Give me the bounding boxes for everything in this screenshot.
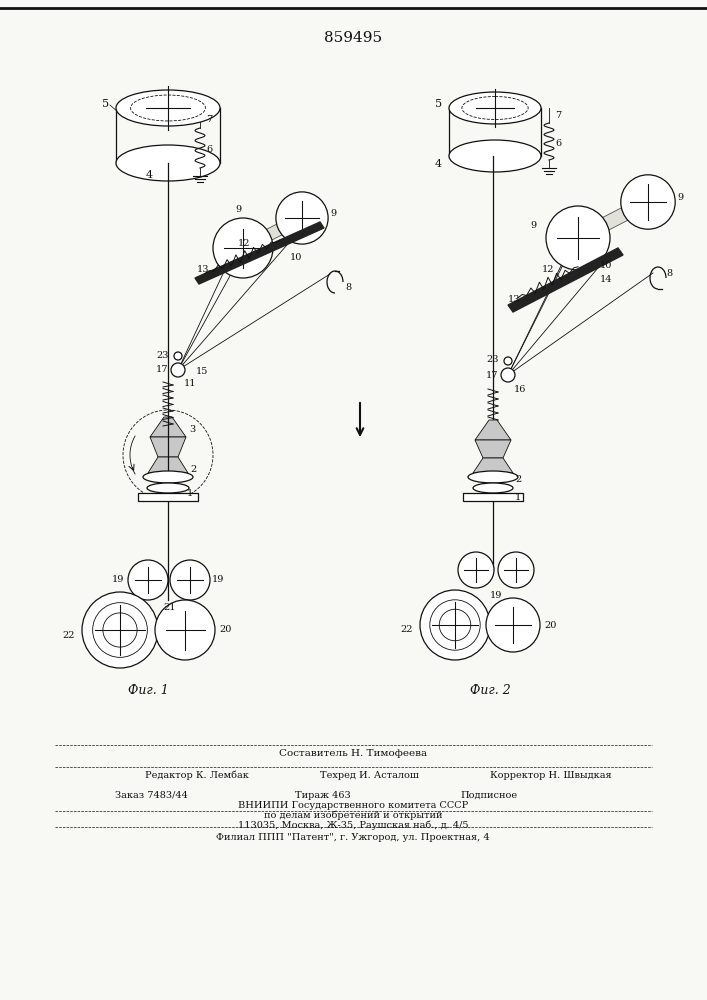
Text: 22: 22 [400, 626, 412, 635]
Text: Тираж 463: Тираж 463 [295, 790, 351, 800]
Polygon shape [150, 437, 186, 457]
Text: 1: 1 [187, 488, 193, 497]
Text: 12: 12 [238, 238, 250, 247]
Text: 14: 14 [600, 275, 612, 284]
Circle shape [546, 206, 610, 270]
Text: 3: 3 [189, 426, 195, 434]
Text: Заказ 7483/44: Заказ 7483/44 [115, 790, 188, 800]
Polygon shape [150, 417, 186, 437]
Polygon shape [575, 196, 651, 244]
Circle shape [501, 368, 515, 382]
Text: Фиг. 1: Фиг. 1 [128, 684, 168, 696]
Text: 17: 17 [156, 365, 168, 374]
Circle shape [82, 592, 158, 668]
Text: 4: 4 [435, 159, 442, 169]
Text: 16: 16 [514, 384, 527, 393]
Text: 23: 23 [156, 351, 168, 360]
Text: 10: 10 [290, 253, 303, 262]
Circle shape [276, 192, 328, 244]
Circle shape [498, 552, 534, 588]
Circle shape [171, 363, 185, 377]
Text: 9: 9 [677, 194, 684, 202]
Text: 15: 15 [196, 367, 209, 376]
Text: 19: 19 [112, 576, 124, 584]
Text: 4: 4 [146, 170, 153, 180]
Text: 12: 12 [542, 265, 554, 274]
Text: Филиал ППП "Патент", г. Ужгород, ул. Проектная, 4: Филиал ППП "Патент", г. Ужгород, ул. Про… [216, 832, 490, 842]
Text: Корректор Н. Швыдкая: Корректор Н. Швыдкая [490, 770, 612, 780]
Text: 10: 10 [600, 260, 612, 269]
Text: 5: 5 [435, 99, 442, 109]
Text: 6: 6 [555, 138, 561, 147]
Bar [138, 493, 198, 501]
Text: Техред И. Асталош: Техред И. Асталош [320, 770, 419, 780]
Text: Подписное: Подписное [460, 790, 517, 800]
Text: 859495: 859495 [324, 31, 382, 45]
Text: 9: 9 [330, 210, 337, 219]
Text: 8: 8 [666, 268, 672, 277]
Text: 11: 11 [184, 379, 197, 388]
Circle shape [458, 552, 494, 588]
Text: 19: 19 [212, 576, 224, 584]
Text: Фиг. 2: Фиг. 2 [469, 684, 510, 696]
Ellipse shape [473, 483, 513, 493]
Circle shape [504, 357, 512, 365]
Text: 1: 1 [515, 492, 521, 502]
Text: 17: 17 [486, 370, 498, 379]
Ellipse shape [468, 471, 518, 483]
Bar [463, 493, 523, 501]
Circle shape [621, 175, 675, 229]
Ellipse shape [147, 483, 189, 493]
Polygon shape [195, 222, 324, 284]
Text: 7: 7 [206, 115, 212, 124]
Circle shape [128, 560, 168, 600]
Circle shape [155, 600, 215, 660]
Ellipse shape [143, 471, 193, 483]
Text: 13: 13 [508, 296, 520, 304]
Polygon shape [508, 248, 623, 312]
Ellipse shape [116, 90, 220, 126]
Text: 5: 5 [102, 99, 109, 109]
Text: ВНИИПИ Государственного комитета СССР: ВНИИПИ Государственного комитета СССР [238, 800, 468, 810]
Text: 2: 2 [515, 476, 521, 485]
Ellipse shape [449, 92, 541, 124]
Circle shape [420, 590, 490, 660]
Text: 2: 2 [190, 466, 197, 475]
Ellipse shape [449, 140, 541, 172]
Text: 22: 22 [62, 631, 74, 640]
Polygon shape [473, 458, 513, 473]
Ellipse shape [116, 145, 220, 181]
Circle shape [213, 218, 273, 278]
Text: 20: 20 [544, 620, 556, 630]
Text: 9: 9 [235, 206, 241, 215]
Text: 23: 23 [486, 356, 498, 364]
Text: 13: 13 [197, 265, 209, 274]
Text: по делам изобретений и открытий: по делам изобретений и открытий [264, 810, 443, 820]
Text: 113035, Москва, Ж-35, Раушская наб., д. 4/5: 113035, Москва, Ж-35, Раушская наб., д. … [238, 820, 468, 830]
Polygon shape [475, 440, 511, 458]
Polygon shape [240, 213, 305, 253]
Polygon shape [475, 420, 511, 440]
Circle shape [174, 352, 182, 360]
Text: Редактор К. Лембак: Редактор К. Лембак [145, 770, 249, 780]
Circle shape [170, 560, 210, 600]
Polygon shape [148, 457, 188, 473]
Text: 9: 9 [530, 222, 536, 231]
Text: 6: 6 [206, 145, 212, 154]
Text: 7: 7 [555, 111, 561, 120]
Text: 19: 19 [490, 591, 503, 600]
Text: Составитель Н. Тимофеева: Составитель Н. Тимофеева [279, 750, 427, 758]
Text: 8: 8 [345, 282, 351, 292]
Text: 21: 21 [163, 603, 175, 612]
Circle shape [486, 598, 540, 652]
Text: 20: 20 [219, 626, 231, 635]
